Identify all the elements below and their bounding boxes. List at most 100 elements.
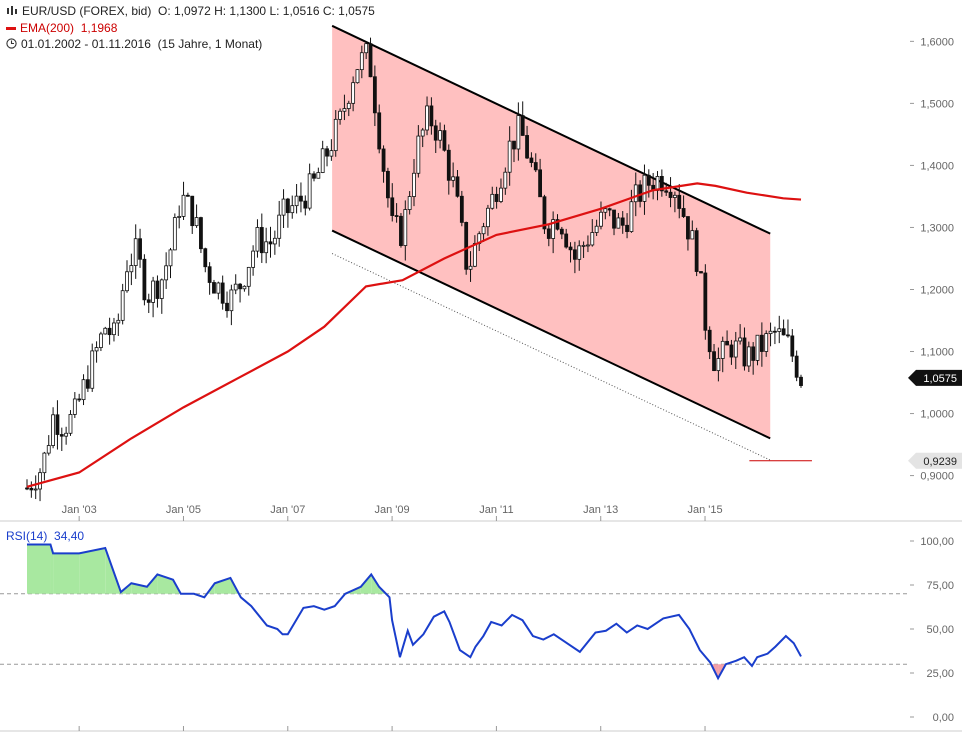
candle-body — [368, 43, 373, 78]
candle-body — [425, 105, 429, 131]
candle-body — [451, 176, 456, 181]
candle-body — [312, 173, 316, 179]
candle-body — [203, 248, 208, 268]
x-tick-label: Jan '09 — [375, 504, 410, 516]
candle-body — [303, 200, 308, 209]
x-tick-label: Jan '05 — [166, 504, 201, 516]
candle-body — [125, 271, 129, 292]
candle-body — [420, 129, 425, 137]
x-tick-label: Jan '11 — [479, 504, 513, 516]
candle-body — [525, 135, 529, 159]
candle-body — [594, 225, 599, 233]
channel-lower-line — [331, 229, 771, 440]
candle-body — [55, 414, 60, 435]
rsi-y-tick-label: 75,00 — [926, 580, 954, 592]
x-tick-label: Jan '15 — [687, 504, 722, 516]
candle-body — [146, 299, 151, 303]
candle-body — [207, 266, 212, 283]
candle-body — [33, 488, 38, 491]
candle-body — [246, 266, 251, 287]
candle-body — [229, 289, 234, 312]
x-tick-label: Jan '07 — [270, 504, 305, 516]
candle-body — [529, 157, 534, 163]
candle-body — [172, 217, 177, 251]
candle-body — [77, 398, 82, 401]
legend-rsi: RSI(14) 34,40 — [6, 529, 84, 543]
y-tick-label: 1,5000 — [920, 98, 954, 110]
y-tick-label: 1,6000 — [920, 36, 954, 48]
candle-body — [81, 379, 86, 401]
candle-body — [764, 333, 769, 352]
rsi-y-tick-label: 25,00 — [926, 668, 954, 680]
candle-body — [755, 334, 760, 361]
candle-body — [242, 285, 247, 290]
candle-body — [68, 414, 73, 434]
candle-body — [90, 350, 95, 389]
candle-body — [429, 105, 434, 127]
period-note: (15 Jahre, 1 Monat) — [157, 37, 263, 51]
candle-body — [164, 265, 169, 281]
candle-body — [725, 340, 729, 346]
candle-body — [472, 243, 477, 267]
candle-body — [386, 170, 390, 199]
candle-body — [390, 197, 395, 216]
candle-body — [577, 245, 582, 260]
candle-body — [555, 219, 560, 230]
candle-body — [494, 193, 499, 202]
candle-body — [220, 282, 225, 304]
candle-body — [520, 115, 525, 136]
candle-body — [46, 445, 51, 454]
candle-body — [38, 472, 42, 490]
candle-body — [464, 222, 469, 270]
candle-body — [94, 347, 99, 352]
candle-body — [790, 335, 795, 357]
candle-body — [599, 211, 603, 227]
candle-body — [251, 250, 256, 268]
candle-body — [507, 140, 512, 173]
candle-body — [612, 209, 616, 229]
candle-body — [412, 172, 416, 197]
candle-body — [129, 265, 134, 273]
candle-body — [194, 217, 199, 227]
candle-body — [238, 283, 242, 290]
candle-body — [638, 184, 643, 202]
candle-body — [742, 337, 747, 367]
y-tick-label: 1,1000 — [920, 347, 954, 359]
candle-body — [768, 330, 773, 335]
candle-body — [586, 244, 590, 247]
candle-body — [542, 196, 547, 230]
candle-body — [199, 217, 203, 250]
channel-fill — [332, 25, 771, 439]
candle-body — [355, 69, 360, 84]
candle-body — [642, 174, 647, 202]
candle-body — [416, 135, 421, 174]
candle-body — [686, 216, 690, 240]
candle-body — [690, 230, 695, 240]
candle-body — [746, 346, 751, 367]
rsi-overbought-fill — [146, 574, 158, 594]
candle-body — [533, 162, 538, 171]
candle-body — [777, 328, 782, 332]
current-price-label: 1,0575 — [923, 373, 957, 385]
candle-body — [25, 487, 29, 490]
candle-body — [681, 208, 686, 217]
candle-body — [155, 280, 160, 299]
candle-body — [159, 279, 164, 299]
candle-body — [707, 329, 712, 353]
x-tick-label: Jan '13 — [583, 504, 618, 516]
legend-instrument: EUR/USD (FOREX, bid) O: 1,0972 H: 1,1300… — [6, 4, 375, 19]
candle-body — [190, 195, 195, 227]
candle-body — [51, 414, 55, 446]
candle-body — [216, 282, 221, 294]
candle-body — [338, 110, 342, 120]
candle-body — [799, 376, 803, 386]
candlestick-icon — [6, 5, 18, 19]
candle-body — [481, 226, 486, 235]
y-tick-label: 1,3000 — [920, 222, 954, 234]
candle-body — [112, 322, 116, 336]
candle-body — [773, 330, 777, 333]
candle-body — [546, 228, 551, 239]
candle-body — [116, 319, 121, 324]
candle-body — [703, 272, 708, 331]
